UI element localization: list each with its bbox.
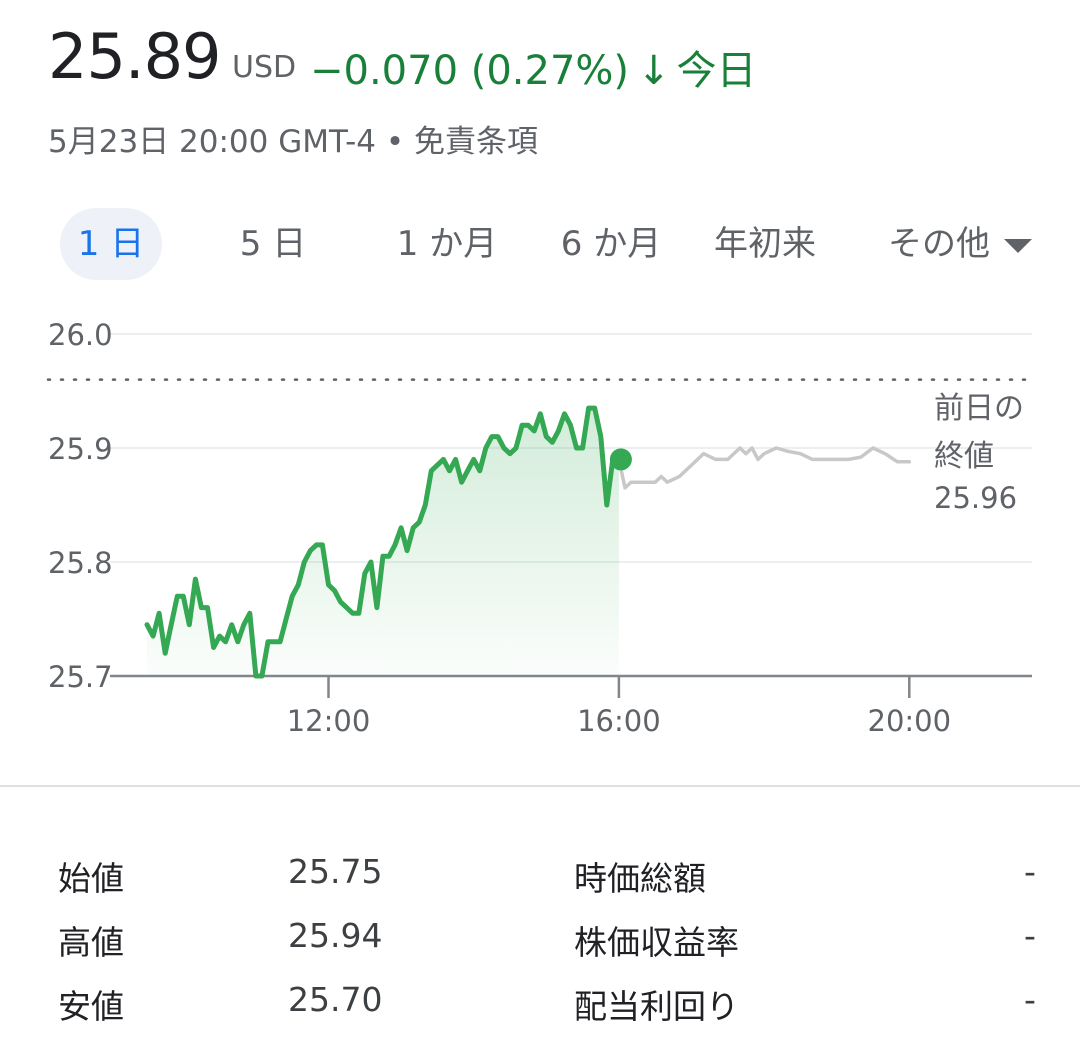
stat-label-pe-ratio: 株価収益率 — [574, 923, 739, 962]
y-tick-label: 25.9 — [48, 432, 113, 466]
x-tick-label: 20:00 — [868, 704, 952, 738]
stat-value-high: 25.94 — [288, 916, 383, 955]
y-tick-label: 25.8 — [48, 546, 113, 580]
stat-value-low: 25.70 — [288, 980, 383, 1019]
disclaimer-link[interactable]: 免責条項 — [414, 124, 538, 160]
tab-year-to-date[interactable]: 年初来 — [714, 224, 816, 264]
y-tick-label: 26.0 — [48, 318, 113, 352]
section-divider — [0, 785, 1080, 787]
tab-more[interactable]: その他 — [870, 208, 1050, 280]
range-tabs: 1 日 5 日 1 か月 6 か月 年初来 その他 — [60, 208, 1050, 282]
tab-5-days[interactable]: 5 日 — [239, 224, 307, 264]
change-value: −0.070 (0.27%) — [310, 48, 630, 94]
prev-close-label: 終値 — [934, 439, 994, 474]
separator-dot: • — [385, 124, 405, 160]
stat-label-dividend-yield: 配当利回り — [574, 987, 739, 1026]
after-hours-line — [617, 446, 912, 490]
stat-label-market-cap: 時価総額 — [574, 859, 706, 898]
regular-session-line — [144, 405, 622, 679]
change-period: 今日 — [676, 48, 757, 94]
tab-6-months[interactable]: 6 か月 — [560, 224, 662, 264]
x-tick-label: 16:00 — [577, 704, 661, 738]
prev-close-value: 25.96 — [934, 481, 1017, 515]
regular-session-area — [147, 408, 619, 676]
stat-value-market-cap: - — [1024, 852, 1036, 891]
stat-value-open: 25.75 — [288, 852, 383, 891]
tab-more-label: その他 — [888, 224, 990, 264]
y-tick-label: 25.7 — [48, 660, 113, 694]
x-tick-label: 12:00 — [287, 704, 371, 738]
stat-label-open: 始値 — [58, 859, 124, 898]
currency-label: USD — [232, 50, 297, 85]
caret-down-icon — [1004, 238, 1032, 253]
tab-1-month[interactable]: 1 か月 — [396, 224, 498, 264]
timestamp-line: 5月23日 20:00 GMT-4 • 免責条項 — [48, 116, 538, 161]
stock-price: 25.89 — [48, 20, 221, 93]
timestamp: 5月23日 20:00 GMT-4 — [48, 124, 376, 160]
stat-value-pe-ratio: - — [1024, 916, 1036, 955]
tab-1-day[interactable]: 1 日 — [60, 208, 162, 280]
current-price-dot — [609, 448, 632, 471]
price-change: −0.070 (0.27%) ↓ 今日 — [310, 38, 757, 96]
stat-label-low: 安値 — [58, 987, 124, 1026]
stat-label-high: 高値 — [58, 923, 124, 962]
prev-close-label: 前日の — [934, 391, 1024, 426]
arrow-down-icon: ↓ — [637, 48, 671, 94]
stat-value-dividend-yield: - — [1024, 980, 1036, 1019]
